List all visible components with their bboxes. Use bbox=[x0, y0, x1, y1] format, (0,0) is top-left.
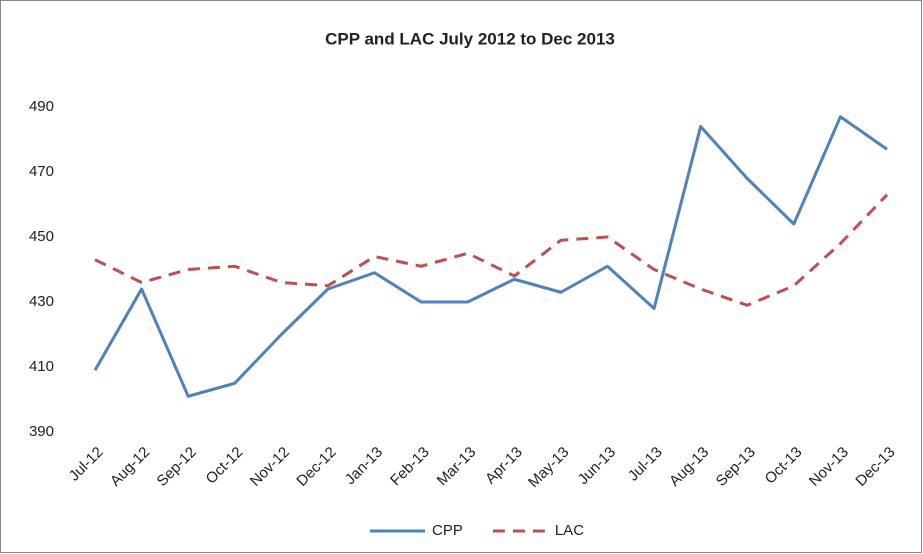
legend-label: CPP bbox=[432, 522, 463, 539]
series-line bbox=[93, 115, 888, 398]
y-tick-label: 390 bbox=[29, 423, 54, 440]
y-tick-label: 490 bbox=[29, 98, 54, 115]
legend-label: LAC bbox=[555, 522, 584, 539]
y-tick-label: 450 bbox=[29, 228, 54, 245]
chart-title: CPP and LAC July 2012 to Dec 2013 bbox=[325, 29, 615, 48]
y-tick-label: 470 bbox=[29, 163, 54, 180]
y-tick-label: 410 bbox=[29, 358, 54, 375]
y-tick-label: 430 bbox=[29, 293, 54, 310]
